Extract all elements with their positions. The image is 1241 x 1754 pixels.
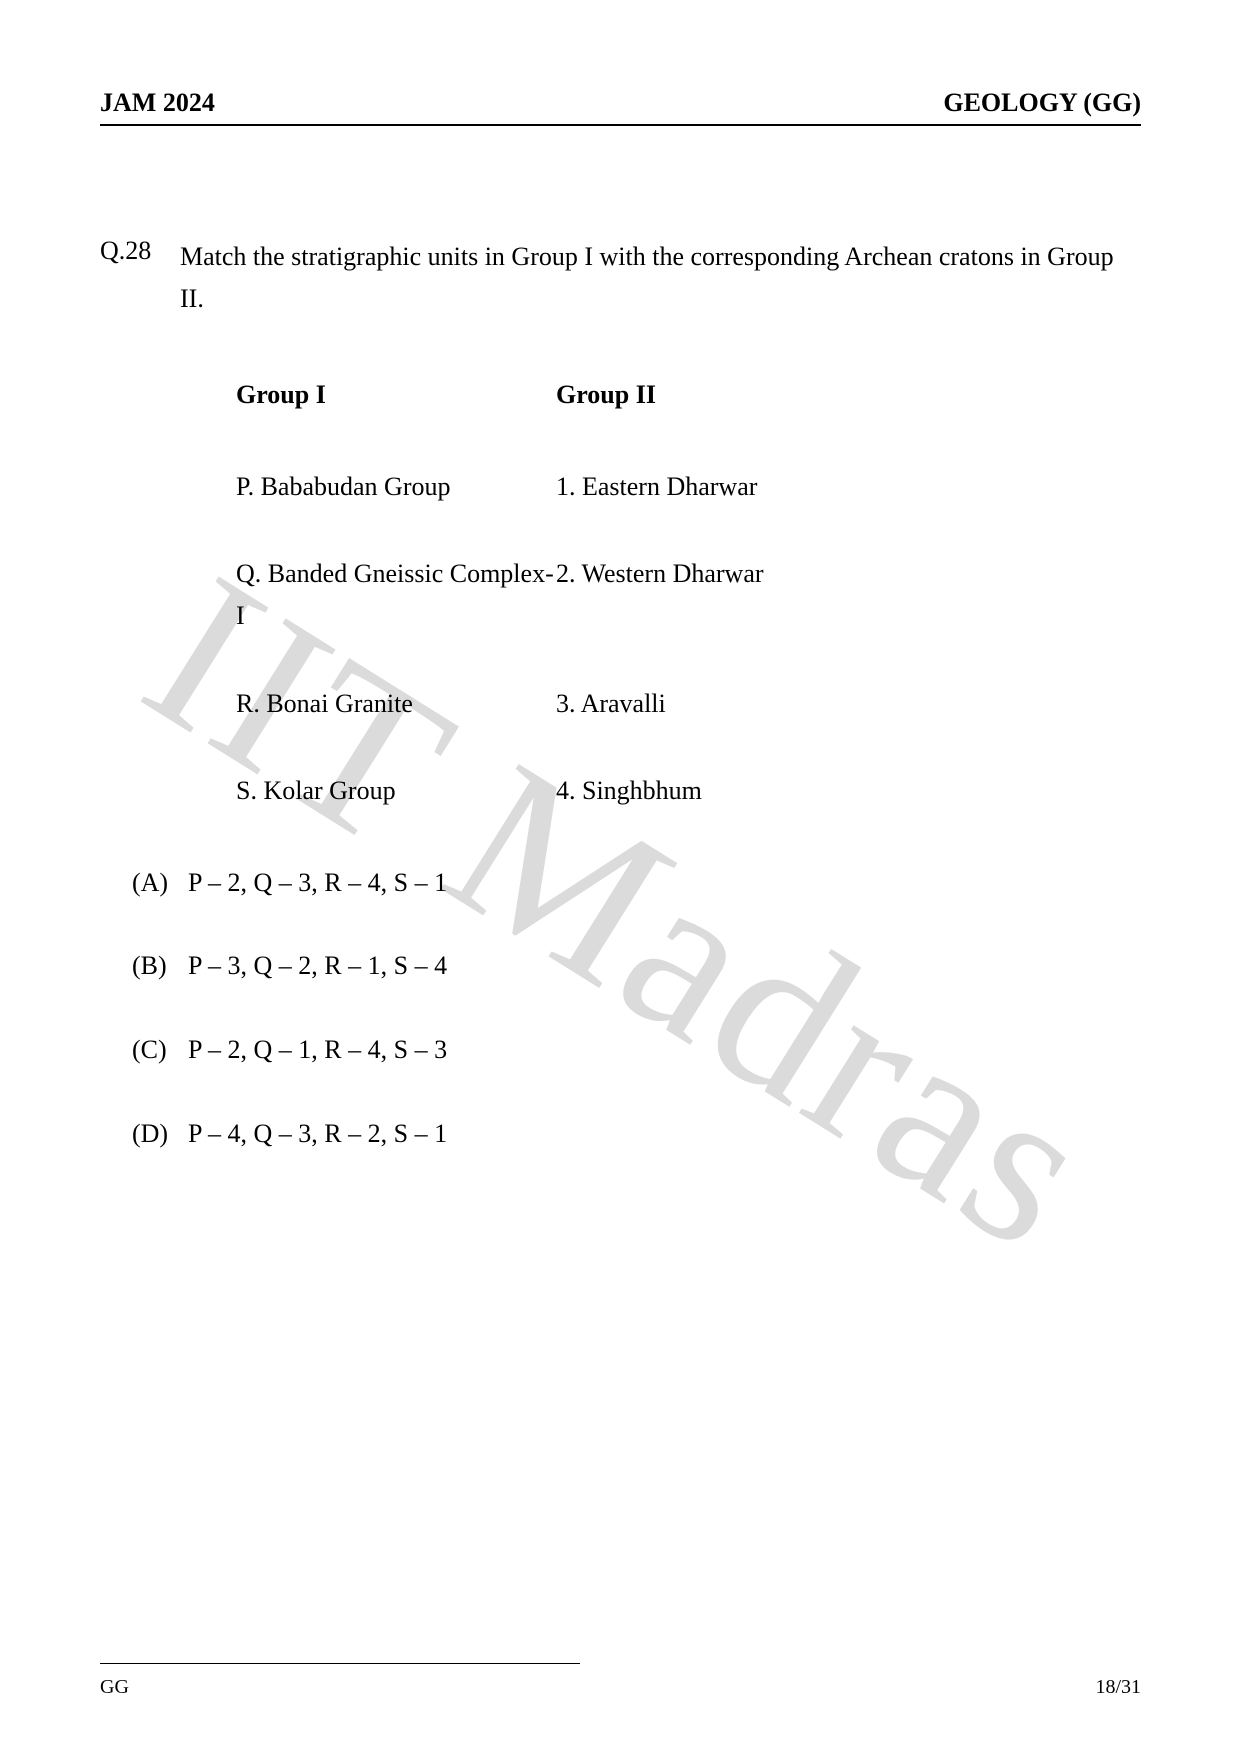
option-label: (C) [132,1029,188,1071]
group-row: P. Bababudan Group 1. Eastern Dharwar [236,466,1141,508]
group1-item: R. Bonai Granite [236,683,556,725]
page-footer: GG 18/31 [100,1676,1141,1699]
group2-item: 1. Eastern Dharwar [556,466,876,508]
header-left: JAM 2024 [100,88,215,118]
question-block: Q.28 Match the stratigraphic units in Gr… [100,236,1141,1196]
options-list: (A) P – 2, Q – 3, R – 4, S – 1 (B) P – 3… [180,862,1141,1154]
option-label: (A) [132,862,188,904]
option-label: (D) [132,1113,188,1155]
group-row: S. Kolar Group 4. Singhbhum [236,770,1141,812]
question-stem: Match the stratigraphic units in Group I… [180,236,1141,319]
group1-header: Group I [236,374,556,416]
group-row: R. Bonai Granite 3. Aravalli [236,683,1141,725]
option-text: P – 2, Q – 3, R – 4, S – 1 [188,862,447,904]
page-header: JAM 2024 GEOLOGY (GG) [100,88,1141,126]
group1-item: P. Bababudan Group [236,466,556,508]
group1-item: Q. Banded Gneissic Complex-I [236,553,556,636]
group2-item: 2. Western Dharwar [556,553,876,636]
option-text: P – 4, Q – 3, R – 2, S – 1 [188,1113,447,1155]
option-text: P – 3, Q – 2, R – 1, S – 4 [188,945,447,987]
option-row: (D) P – 4, Q – 3, R – 2, S – 1 [180,1113,1141,1155]
option-row: (A) P – 2, Q – 3, R – 4, S – 1 [180,862,1141,904]
option-row: (C) P – 2, Q – 1, R – 4, S – 3 [180,1029,1141,1071]
header-right: GEOLOGY (GG) [943,88,1141,118]
group2-header: Group II [556,374,876,416]
group2-item: 3. Aravalli [556,683,876,725]
option-label: (B) [132,945,188,987]
group2-item: 4. Singhbhum [556,770,876,812]
question-body: Match the stratigraphic units in Group I… [180,236,1141,1196]
option-row: (B) P – 3, Q – 2, R – 1, S – 4 [180,945,1141,987]
option-text: P – 2, Q – 1, R – 4, S – 3 [188,1029,447,1071]
footer-right: 18/31 [1095,1676,1141,1699]
group1-item: S. Kolar Group [236,770,556,812]
group-headers: Group I Group II [236,374,1141,416]
footer-rule [100,1663,580,1664]
group-row: Q. Banded Gneissic Complex-I 2. Western … [236,553,1141,636]
footer-left: GG [100,1676,129,1699]
match-groups: Group I Group II P. Bababudan Group 1. E… [236,374,1141,812]
